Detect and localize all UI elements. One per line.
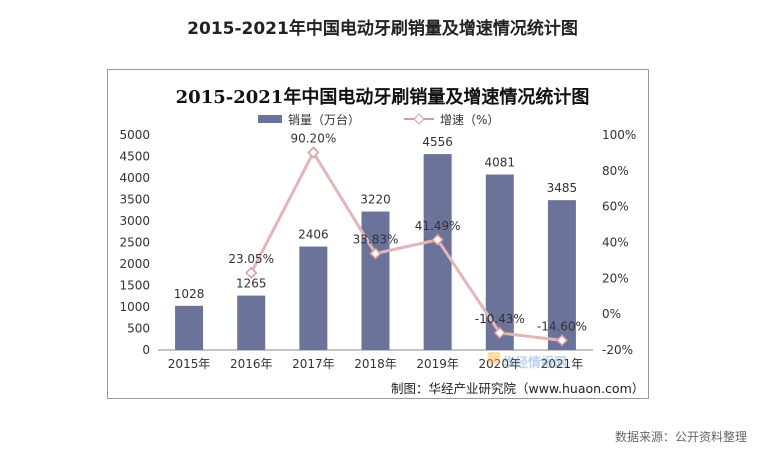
legend-item-sales: 销量（万台） <box>258 111 360 128</box>
page-title: 2015-2021年中国电动牙刷销量及增速情况统计图 <box>187 19 578 39</box>
chart-source: 制图：华经产业研究院（www.huaon.com） <box>391 381 645 396</box>
y-left-tick-label: 0 <box>142 343 150 357</box>
y-right-tick-label: 60% <box>602 200 629 214</box>
growth-data-label: 23.05% <box>228 252 274 266</box>
growth-marker <box>307 146 320 159</box>
y-left-tick-label: 1500 <box>119 279 150 293</box>
y-left-tick-label: 3000 <box>119 214 150 228</box>
y-left-tick-label: 4500 <box>119 150 150 164</box>
y-left-tick-label: 5000 <box>119 128 150 142</box>
y-right-tick-label: 100% <box>602 128 636 142</box>
bar-data-label: 3485 <box>547 181 578 195</box>
bar-data-label: 2406 <box>298 228 329 242</box>
y-right-tick-label: -20% <box>602 343 633 357</box>
y-left-tick-label: 1000 <box>119 300 150 314</box>
growth-data-label: 90.20% <box>290 132 336 146</box>
x-tick-label: 2018年 <box>354 357 397 371</box>
growth-marker <box>369 247 382 260</box>
bar-data-label: 4081 <box>485 156 516 170</box>
bar-2 <box>237 295 266 350</box>
x-tick-label: 2017年 <box>292 357 335 371</box>
y-right-tick-label: 20% <box>602 271 629 285</box>
y-right-tick-label: 80% <box>602 164 629 178</box>
x-tick-label: 2021年 <box>541 357 584 371</box>
growth-line <box>249 149 563 342</box>
bar-7 <box>547 200 576 350</box>
legend-label-sales: 销量（万台） <box>288 112 361 127</box>
y-left-tick-label: 2500 <box>119 236 150 250</box>
legend-label-growth: 增速（%） <box>440 112 500 127</box>
growth-data-label: -14.60% <box>537 319 587 333</box>
data-source-note: 数据来源：公开资料整理 <box>614 430 747 444</box>
chart-legend: 销量（万台） 增速（%） <box>258 111 499 127</box>
bar-data-label: 4556 <box>422 135 453 149</box>
chart-title: 2015-2021年中国电动牙刷销量及增速情况统计图 <box>175 87 590 108</box>
bar-3 <box>299 246 328 350</box>
bar-4 <box>361 211 390 350</box>
legend-swatch-bar <box>258 115 282 123</box>
y-left-tick-label: 2000 <box>119 257 150 271</box>
growth-data-label: 33.83% <box>353 233 399 247</box>
x-tick-label: 2019年 <box>416 357 459 371</box>
growth-data-label: -10.43% <box>475 312 525 326</box>
growth-marker <box>493 326 506 339</box>
y-left-tick-label: 3500 <box>119 193 150 207</box>
y-right-tick-label: 40% <box>602 236 629 250</box>
legend-swatch-line <box>404 113 435 125</box>
legend-item-growth: 增速（%） <box>404 111 499 128</box>
y-right-tick-label: 0% <box>602 307 621 321</box>
bar-data-label: 3220 <box>360 193 391 207</box>
y-left-tick-label: 4000 <box>119 171 150 185</box>
growth-data-label: 41.49% <box>415 219 461 233</box>
x-tick-label: 2015年 <box>168 357 211 371</box>
y-left-tick-label: 500 <box>127 322 150 336</box>
watermark-logo-icon <box>488 352 500 364</box>
watermark: 华经情报网 <box>502 356 568 371</box>
growth-marker <box>431 233 444 246</box>
growth-marker <box>555 334 568 347</box>
bar-data-label: 1028 <box>174 287 205 301</box>
growth-marker <box>245 266 258 279</box>
bar-1 <box>175 305 204 350</box>
x-tick-label: 2020年 <box>479 357 522 371</box>
bar-data-label: 1265 <box>236 277 267 291</box>
x-tick-label: 2016年 <box>230 357 273 371</box>
